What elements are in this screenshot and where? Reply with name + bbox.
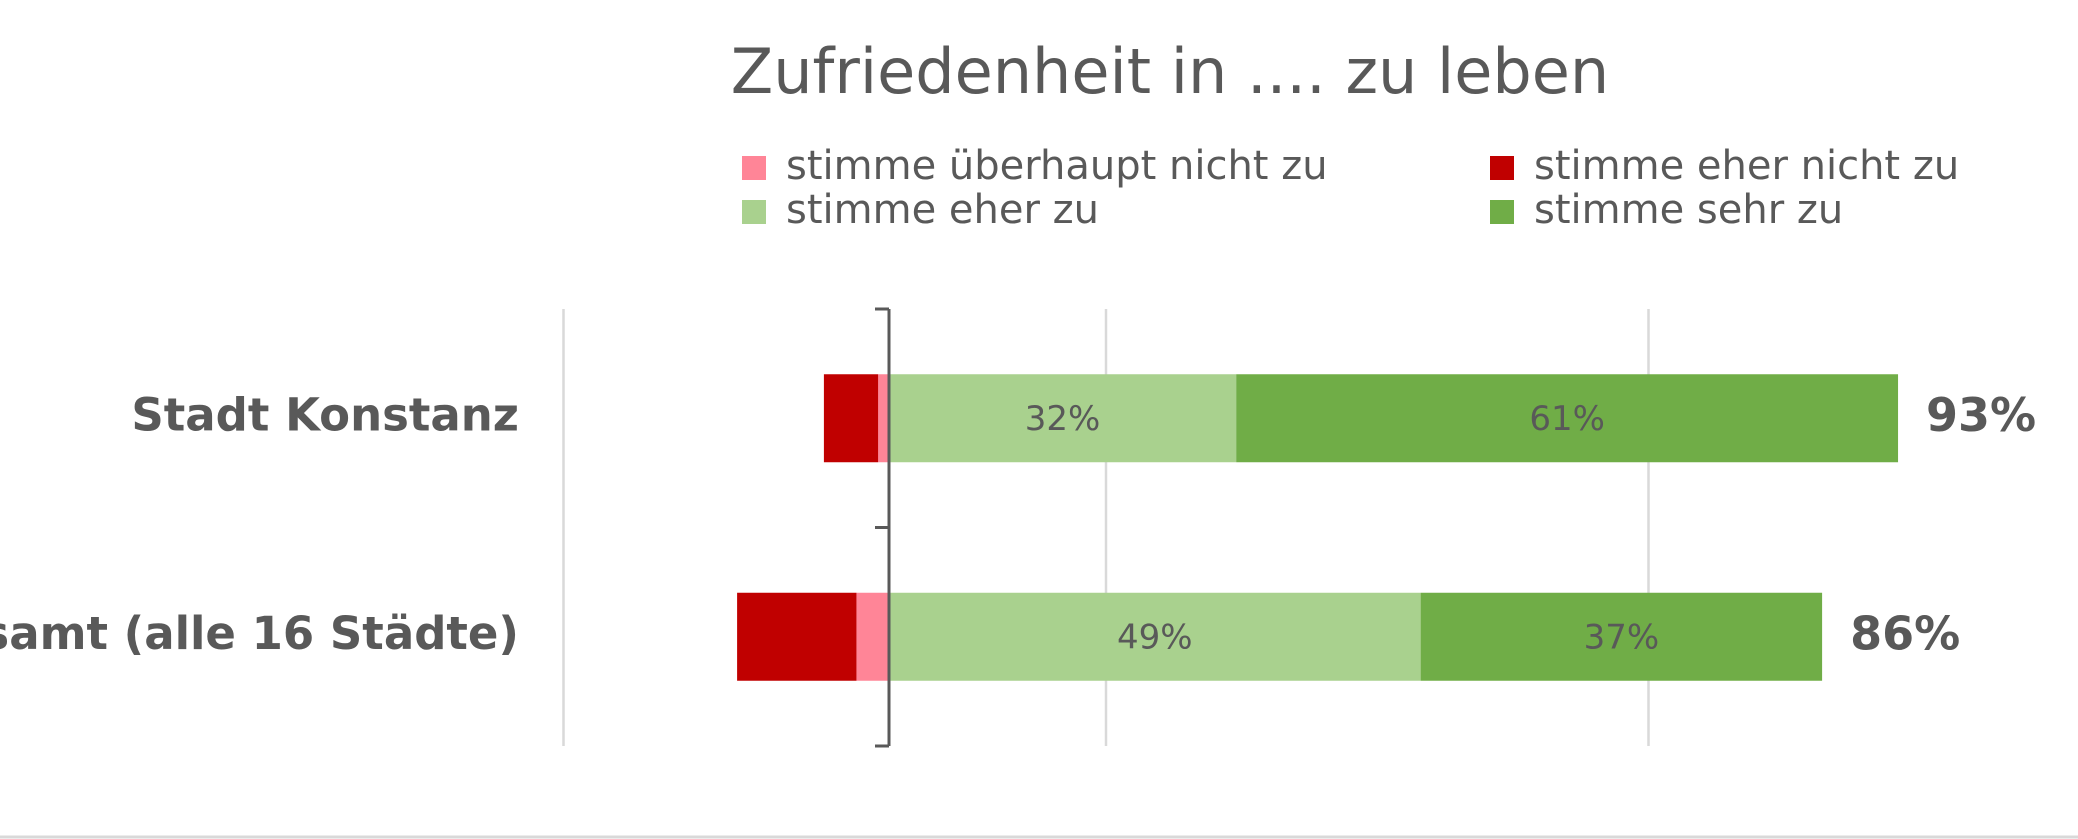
bar-segment [889, 374, 1237, 463]
legend-swatch [1490, 200, 1514, 224]
legend-label: stimme überhaupt nicht zu [786, 143, 1328, 189]
legend-label: stimme sehr zu [1534, 187, 1843, 233]
value-label: 37% [1584, 617, 1660, 657]
bar-segment [889, 592, 1421, 681]
legend-swatch [742, 156, 766, 180]
bar-segment [1420, 592, 1823, 681]
bar-segment [737, 592, 857, 681]
bar-segment [1236, 374, 1899, 463]
category-label: Stadt Konstanz [131, 388, 519, 441]
legend-label: stimme eher nicht zu [1534, 143, 1959, 189]
bar-segment [856, 592, 889, 681]
bar-segment [823, 374, 879, 463]
category-label: Gesamt (alle 16 Städte) [0, 607, 519, 660]
legend-label: stimme eher zu [786, 187, 1099, 233]
legend-swatch [742, 200, 766, 224]
total-label: 86% [1850, 606, 1960, 660]
value-label: 61% [1529, 399, 1605, 439]
value-label: 49% [1117, 617, 1193, 657]
chart-title: Zufriedenheit in .... zu leben [731, 35, 1609, 108]
legend-swatch [1490, 156, 1514, 180]
total-label: 93% [1926, 388, 2036, 442]
value-label: 32% [1025, 399, 1101, 439]
bar-segment [878, 374, 889, 463]
